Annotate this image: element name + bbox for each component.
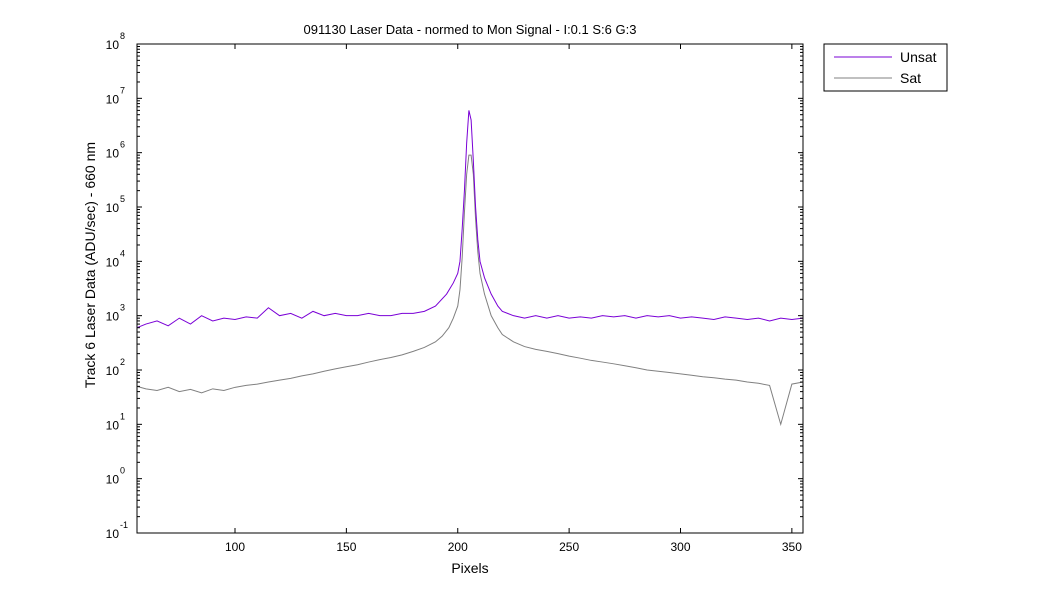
x-tick-label: 100 — [225, 540, 245, 554]
x-tick-label: 150 — [336, 540, 356, 554]
y-tick-label-base: 10 — [106, 527, 120, 541]
y-axis-label: Track 6 Laser Data (ADU/sec) - 660 nm — [82, 142, 98, 388]
y-tick-label-exponent: 6 — [120, 140, 125, 150]
y-tick-label-exponent: -1 — [120, 520, 128, 530]
x-tick-label: 350 — [782, 540, 802, 554]
y-tick-label-base: 10 — [106, 364, 120, 378]
legend-label-sat: Sat — [900, 70, 921, 86]
y-tick-label-exponent: 2 — [120, 357, 125, 367]
y-tick-label-exponent: 3 — [120, 303, 125, 313]
series-layer — [136, 110, 804, 427]
chart-title: 091130 Laser Data - normed to Mon Signal… — [304, 22, 637, 37]
y-tick-label-base: 10 — [106, 310, 120, 324]
y-tick-label-base: 10 — [106, 92, 120, 106]
ticks-layer: 100 150 200 250 300 35010-1100101102103104105… — [106, 31, 803, 554]
y-tick-label-base: 10 — [106, 201, 120, 215]
y-tick-label-base: 10 — [106, 473, 120, 487]
y-tick-label-base: 10 — [106, 38, 120, 52]
x-tick-label: 300 — [670, 540, 690, 554]
y-tick-label-exponent: 7 — [120, 85, 125, 95]
plot-area — [136, 43, 804, 534]
series-line-unsat — [136, 110, 804, 329]
series-line-sat — [136, 154, 804, 427]
legend-label-unsat: Unsat — [900, 49, 937, 65]
y-tick-label-base: 10 — [106, 147, 120, 161]
legend: Unsat Sat — [823, 43, 948, 92]
y-tick-label-exponent: 4 — [120, 248, 125, 258]
legend-box — [823, 43, 948, 92]
x-tick-label: 250 — [559, 540, 579, 554]
y-tick-label-exponent: 5 — [120, 194, 125, 204]
y-tick-label-exponent: 0 — [120, 466, 125, 476]
y-tick-label-exponent: 1 — [120, 411, 125, 421]
y-tick-label-exponent: 8 — [120, 31, 125, 41]
y-tick-label-base: 10 — [106, 255, 120, 269]
y-tick-label-base: 10 — [106, 418, 120, 432]
x-axis-label: Pixels — [451, 560, 488, 576]
x-tick-label: 200 — [448, 540, 468, 554]
